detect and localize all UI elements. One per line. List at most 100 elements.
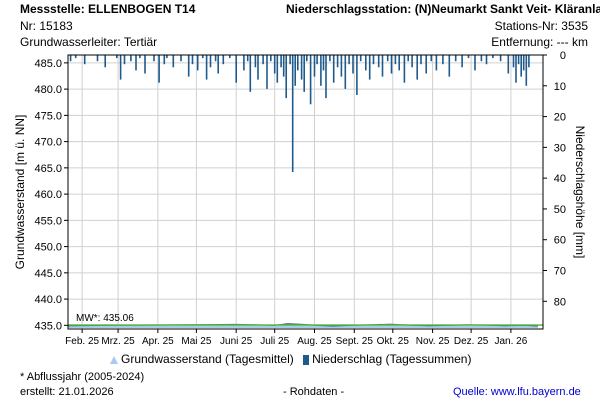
groundwater-legend-icon [110, 355, 118, 364]
precipitation-bar [411, 55, 413, 68]
precipitation-bar [222, 55, 225, 65]
x-tick-label: Apr. 25 [142, 336, 174, 347]
precipitation-bar [104, 55, 106, 68]
distance-label: Entfernung: --- km [491, 35, 588, 49]
precipitation-legend-label: Niederschlag (Tagessummen) [312, 352, 472, 366]
precipitation-bar [266, 55, 268, 89]
precipitation-bar [425, 55, 427, 74]
y-tick-label: 450.0 [34, 242, 62, 254]
precipitation-bar [205, 55, 208, 80]
y-tick-label: 480.0 [34, 84, 62, 96]
precipitation-bar [119, 55, 122, 80]
groundwater-legend-label: Grundwasserstand (Tagesmittel) [121, 352, 294, 366]
precipitation-bar [74, 55, 77, 59]
precipitation-bar [398, 55, 400, 71]
precipitation-bar [191, 55, 194, 65]
y2-tick-label: 70 [554, 266, 566, 278]
precipitation-bar [461, 55, 463, 68]
precipitation-bar [180, 55, 182, 62]
y2-axis-label: Niederschlagshöhe [mm] [573, 126, 587, 259]
precipitation-bar [485, 55, 488, 65]
y2-tick-label: 0 [560, 50, 566, 62]
precipitation-bar [512, 55, 515, 68]
precipitation-bar [522, 55, 525, 71]
precipitation-bar [139, 55, 141, 59]
precipitation-bar [372, 55, 375, 65]
raw-data-label: - Rohdaten - [283, 386, 345, 398]
precipitation-layer [69, 55, 530, 172]
precipitation-bar [123, 55, 126, 65]
precipitation-bar [348, 55, 350, 65]
mean-value-label: MW*: 435.06 [76, 313, 134, 324]
precipitation-bar [96, 55, 99, 62]
source-link[interactable]: www.lfu.bayern.de [490, 386, 581, 398]
precipitation-bar [352, 55, 354, 74]
precipitation-bar [448, 55, 451, 77]
precipitation-bar [130, 55, 132, 62]
precipitation-bar [166, 55, 168, 59]
y-tick-label: 465.0 [34, 163, 62, 175]
precipitation-bar [528, 55, 530, 68]
precipitation-bar [325, 55, 327, 99]
precipitation-bar [359, 55, 362, 62]
precipitation-bar [276, 55, 279, 83]
precipitation-bar [217, 55, 219, 74]
precipitation-bar [499, 55, 502, 62]
precipitation-bar [454, 55, 457, 62]
precipitation-bar [435, 55, 438, 71]
x-tick-label: Okt. 25 [377, 336, 410, 347]
y2-tick-label: 50 [554, 204, 566, 216]
precipitation-bar [257, 55, 259, 80]
precipitation-bar [291, 55, 294, 172]
precipitation-bar [289, 55, 291, 65]
source-label: Quelle: www.lfu.bayern.de [453, 386, 581, 399]
precipitation-bar [525, 55, 528, 86]
precipitation-bar [297, 55, 299, 71]
x-tick-label: Juni 25 [220, 336, 253, 347]
precipitation-bar [300, 55, 303, 80]
precipitation-bar [467, 55, 470, 59]
precipitation-bar [316, 55, 318, 65]
plot-frame [67, 54, 544, 330]
precipitation-bar [309, 55, 312, 105]
precip-station-clip: Niederschlagsstation: (N)Neumarkt Sankt … [282, 2, 600, 18]
precipitation-bar [202, 55, 204, 59]
precipitation-bar [294, 55, 296, 86]
precipitation-bar [329, 55, 331, 62]
precipitation-bar [243, 55, 245, 71]
x-tick-label: Mai 25 [181, 336, 211, 347]
y-tick-label: 455.0 [34, 215, 62, 227]
y-tick-label: 485.0 [34, 58, 62, 70]
precipitation-bar [344, 55, 347, 89]
y-tick-label: 475.0 [34, 110, 62, 122]
x-tick-label: Juli 25 [260, 336, 289, 347]
precipitation-bar [273, 55, 276, 74]
x-tick-label: Feb. 25 [65, 336, 99, 347]
axis-layer: 485.0 480.0 475.0 470.0 465.0 460.0 455.0 450.0… [34, 50, 566, 347]
precipitation-bar [306, 55, 308, 62]
y-tick-label: 470.0 [34, 137, 62, 149]
y-tick-label: 440.0 [34, 294, 62, 306]
reference-period-note: * Abflussjahr (2005-2024) [20, 371, 145, 383]
y-tick-label: 435.0 [34, 320, 62, 332]
precipitation-bar [282, 55, 285, 77]
precipitation-bar [163, 55, 166, 65]
precipitation-bar [285, 55, 287, 99]
y2-tick-label: 60 [554, 235, 566, 247]
station-number: Nr: 15183 [20, 19, 73, 33]
precipitation-bar [235, 55, 237, 83]
precipitation-bar [144, 55, 146, 74]
precipitation-bar [280, 55, 282, 68]
y2-tick-label: 10 [554, 81, 566, 93]
y-tick-label: 460.0 [34, 189, 62, 201]
precipitation-bar [403, 55, 406, 83]
precipitation-bar [254, 55, 257, 68]
precipitation-bar [246, 55, 249, 62]
precipitation-bar [69, 55, 72, 62]
precipitation-bar [420, 55, 422, 65]
precipitation-bar [158, 55, 160, 83]
x-tick-label: Jan. 26 [494, 336, 527, 347]
x-tick-label: Aug. 25 [297, 336, 332, 347]
precipitation-bar [356, 55, 358, 95]
precipitation-bar [249, 55, 252, 92]
